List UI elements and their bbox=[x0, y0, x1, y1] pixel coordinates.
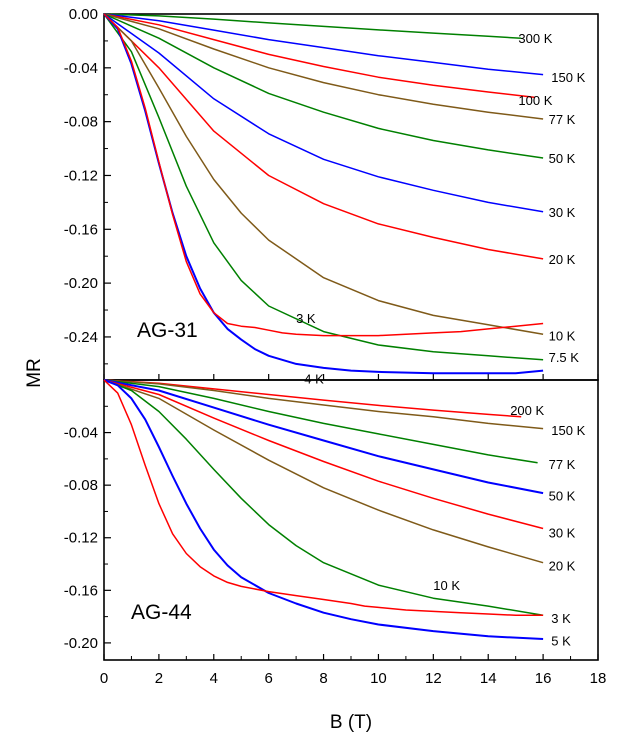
curve-label-ag-44-5-k: 5 K bbox=[551, 633, 571, 648]
series-ag-44-200-k bbox=[103, 379, 522, 418]
bottom-y-tick-label: -0.12 bbox=[64, 530, 98, 547]
bottom-y-tick-label: -0.16 bbox=[64, 582, 98, 599]
series-ag-44-3-k bbox=[103, 379, 544, 617]
series-ag-31-77-k bbox=[103, 13, 544, 120]
curve-label-ag-31-10-k: 10 K bbox=[549, 329, 576, 344]
series-ag-44-10-k bbox=[103, 379, 544, 617]
curve-label-ag-44-30-k: 30 K bbox=[549, 526, 576, 541]
top-panel-curve-labels: 300 K 150 K 100 K 77 K 50 K 30 K 20 K 10 K 7.5 K… bbox=[296, 31, 586, 387]
curve-label-ag-44-200-k: 200 K bbox=[510, 403, 544, 418]
top-y-tick-label: -0.24 bbox=[64, 329, 98, 346]
curve-label-ag-31-50-k: 50 K bbox=[549, 151, 576, 166]
curve-label-ag-44-77-k: 77 K bbox=[549, 457, 576, 472]
series-ag-44-30-k bbox=[103, 379, 544, 530]
series-ag-31-20-k bbox=[103, 13, 544, 260]
series-ag-31-50-k bbox=[103, 13, 544, 159]
series-ag-31-300-k bbox=[103, 13, 522, 39]
curve-label-ag-44-3-k: 3 K bbox=[551, 611, 571, 626]
series-ag-31-150-k bbox=[103, 13, 544, 76]
x-axis-title: B (T) bbox=[330, 712, 372, 733]
curve-label-ag-31-150-k: 150 K bbox=[551, 70, 585, 85]
series-ag-31-30-k bbox=[103, 13, 544, 213]
curve-label-ag-44-10-k: 10 K bbox=[433, 578, 460, 593]
curve-label-ag-31-3-k: 3 K bbox=[296, 311, 316, 326]
top-y-tick-label: -0.12 bbox=[64, 167, 98, 184]
x-tick-label: 12 bbox=[425, 670, 442, 687]
bottom-panel-curve-labels: 200 K 150 K 77 K 50 K 30 K 20 K 10 K 3 K 5 K bbox=[433, 403, 585, 648]
top-panel-series bbox=[103, 13, 544, 375]
series-ag-44-50-k bbox=[103, 379, 544, 495]
curve-label-ag-44-150-k: 150 K bbox=[551, 423, 585, 438]
x-tick-label: 18 bbox=[590, 670, 607, 687]
curve-label-ag-31-30-k: 30 K bbox=[549, 205, 576, 220]
bottom-panel: -0.04 -0.08 -0.12 -0.16 -0.20 200 K 150 K 77 K… bbox=[64, 379, 599, 661]
top-y-tick-label: -0.16 bbox=[64, 221, 98, 238]
x-tick-label: 6 bbox=[264, 670, 272, 687]
top-y-tick-label: 0.00 bbox=[69, 6, 98, 23]
curve-label-ag-31-7-5-k: 7.5 K bbox=[549, 350, 580, 365]
panel-label-ag-44: AG-44 bbox=[131, 601, 192, 624]
series-ag-31-7-5-k bbox=[103, 13, 544, 361]
panel-label-ag-31: AG-31 bbox=[137, 319, 198, 342]
series-ag-44-5-k bbox=[103, 379, 544, 640]
x-axis: 0 2 4 6 8 10 12 14 16 18 bbox=[100, 656, 607, 687]
x-tick-label: 16 bbox=[535, 670, 552, 687]
series-ag-31-10-k bbox=[103, 13, 544, 335]
x-tick-label: 8 bbox=[319, 670, 327, 687]
top-y-tick-label: -0.08 bbox=[64, 114, 98, 131]
curve-label-ag-31-300-k: 300 K bbox=[518, 31, 552, 46]
series-ag-44-77-k bbox=[103, 379, 538, 464]
bottom-y-tick-label: -0.20 bbox=[64, 635, 98, 652]
y-axis-title: MR bbox=[24, 358, 45, 388]
bottom-panel-ticks: -0.04 -0.08 -0.12 -0.16 -0.20 bbox=[64, 405, 599, 660]
bottom-y-tick-label: -0.04 bbox=[64, 425, 98, 442]
x-tick-label: 10 bbox=[370, 670, 387, 687]
curve-label-ag-31-100-k: 100 K bbox=[518, 93, 552, 108]
bottom-panel-series bbox=[103, 379, 544, 640]
series-ag-31-100-k bbox=[103, 13, 535, 99]
top-panel: 0.00 -0.04 -0.08 -0.12 -0.16 -0.20 -0.24 300 K… bbox=[64, 6, 599, 387]
x-tick-label: 2 bbox=[155, 670, 163, 687]
top-panel-ticks: 0.00 -0.04 -0.08 -0.12 -0.16 -0.20 -0.24 bbox=[64, 6, 599, 380]
curve-label-ag-44-50-k: 50 K bbox=[549, 489, 576, 504]
bottom-y-tick-label: -0.08 bbox=[64, 477, 98, 494]
series-ag-44-20-k bbox=[103, 379, 544, 564]
x-tick-label: 14 bbox=[480, 670, 497, 687]
x-tick-label: 0 bbox=[100, 670, 108, 687]
series-ag-44-150-k bbox=[103, 379, 544, 430]
top-y-tick-label: -0.04 bbox=[64, 60, 98, 77]
top-y-tick-label: -0.20 bbox=[64, 275, 98, 292]
curve-label-ag-31-20-k: 20 K bbox=[549, 252, 576, 267]
series-ag-31-3-k bbox=[103, 13, 544, 337]
curve-label-ag-31-77-k: 77 K bbox=[549, 112, 576, 127]
curve-label-ag-44-20-k: 20 K bbox=[549, 558, 576, 573]
x-tick-label: 4 bbox=[210, 670, 218, 687]
